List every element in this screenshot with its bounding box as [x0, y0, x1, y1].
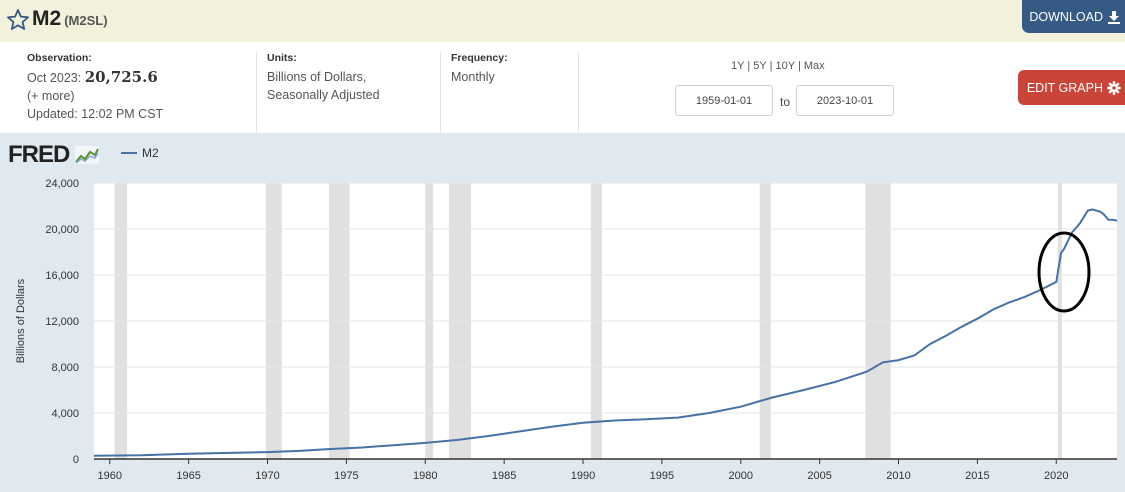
x-tick-label: 1980 — [413, 470, 437, 482]
page-title: M2 (M2SL) — [32, 7, 108, 31]
divider — [256, 52, 257, 132]
fred-logo-graph-icon — [75, 146, 100, 164]
chart-legend: M2 — [121, 146, 159, 160]
metadata-panel: Observation: Oct 2023: 20,725.6 (+ more)… — [0, 42, 1125, 133]
frequency-value: Monthly — [451, 70, 495, 84]
y-tick-label: 4,000 — [51, 408, 79, 420]
range-10y[interactable]: 10Y — [775, 60, 795, 72]
to-label: to — [780, 95, 791, 109]
series-line-m2 — [93, 208, 1118, 457]
frequency-block: Frequency: Monthly — [451, 52, 508, 86]
observation-label: Observation: — [27, 52, 92, 64]
x-tick-label: 2000 — [729, 470, 753, 482]
range-separator: | — [797, 60, 801, 72]
divider — [440, 52, 441, 132]
x-tick-label: 2020 — [1044, 470, 1068, 482]
range-separator: | — [747, 60, 751, 72]
observation-date: Oct 2023: — [27, 71, 82, 85]
annotation-circle — [1037, 231, 1091, 313]
edit-graph-button[interactable]: EDIT GRAPH — [1018, 70, 1125, 105]
end-date-input[interactable] — [796, 85, 894, 116]
edit-graph-label: EDIT GRAPH — [1026, 80, 1103, 95]
legend-swatch — [121, 152, 137, 154]
divider — [578, 52, 579, 132]
x-tick-label: 2015 — [965, 470, 989, 482]
range-max[interactable]: Max — [803, 60, 825, 72]
download-button[interactable]: DOWNLOAD — [1022, 0, 1125, 33]
range-5y[interactable]: 5Y — [753, 60, 767, 72]
y-tick-label: 8,000 — [51, 362, 79, 374]
fred-logo-text: FRED — [8, 141, 70, 168]
download-icon — [1108, 10, 1120, 24]
y-tick-label: 24,000 — [45, 178, 79, 190]
legend-label: M2 — [142, 146, 159, 160]
x-tick-label: 1975 — [334, 470, 358, 482]
title-bar — [0, 0, 1125, 42]
x-tick-label: 1985 — [492, 470, 516, 482]
units-block: Units: Billions of Dollars, Seasonally A… — [267, 52, 380, 104]
y-tick-label: 0 — [73, 454, 79, 466]
observation-block: Observation: Oct 2023: 20,725.6 (+ more)… — [27, 52, 163, 123]
more-link[interactable]: (+ more) — [27, 89, 75, 103]
frequency-label: Frequency: — [451, 52, 508, 64]
units-line-2: Seasonally Adjusted — [267, 88, 380, 102]
gear-icon — [1107, 80, 1121, 95]
x-tick-label: 1970 — [255, 470, 279, 482]
range-separator: | — [769, 60, 773, 72]
range-1y[interactable]: 1Y — [731, 60, 745, 72]
y-tick-label: 16,000 — [45, 270, 79, 282]
units-line-1: Billions of Dollars, — [267, 70, 367, 84]
units-label: Units: — [267, 52, 297, 64]
x-tick-label: 1960 — [98, 470, 122, 482]
y-tick-label: 12,000 — [45, 316, 79, 328]
range-selector: 1Y | 5Y | 10Y | Max — [731, 60, 825, 72]
x-tick-label: 1990 — [571, 470, 595, 482]
x-tick-label: 1965 — [176, 470, 200, 482]
observation-value: 20,725.6 — [84, 68, 158, 86]
x-tick-label: 2005 — [807, 470, 831, 482]
star-icon[interactable] — [6, 8, 30, 32]
download-label: DOWNLOAD — [1029, 9, 1103, 24]
y-axis-label: Billions of Dollars — [15, 278, 27, 363]
fred-logo: FRED — [8, 141, 100, 169]
x-tick-label: 2010 — [886, 470, 910, 482]
series-id: (M2SL) — [64, 13, 108, 28]
series-name: M2 — [32, 7, 62, 30]
y-tick-label: 20,000 — [45, 224, 79, 236]
x-tick-label: 1995 — [650, 470, 674, 482]
updated-text: Updated: 12:02 PM CST — [27, 107, 164, 121]
start-date-input[interactable] — [675, 85, 773, 116]
